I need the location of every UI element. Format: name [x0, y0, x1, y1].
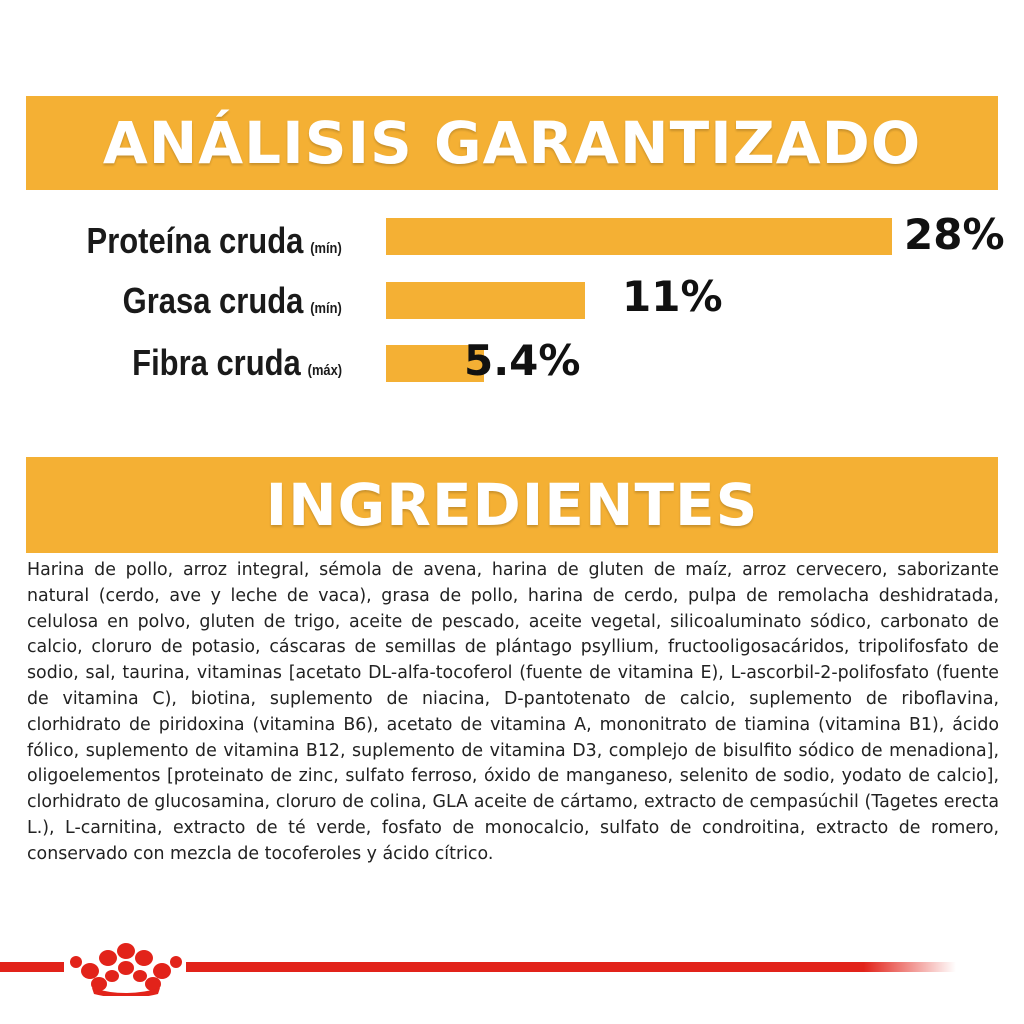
- fiber-value: 5.4%: [464, 336, 581, 385]
- ingredients-banner: INGREDIENTES: [26, 457, 998, 553]
- footer-line-left: [0, 962, 64, 972]
- fat-label: Grasa cruda (mín): [123, 280, 342, 322]
- fiber-label: Fibra cruda (máx): [132, 342, 342, 384]
- royal-canin-crown-icon: [70, 943, 182, 996]
- fiber-qualifier: (máx): [307, 362, 342, 379]
- protein-label: Proteína cruda (mín): [87, 220, 342, 262]
- protein-bar-track: [386, 218, 892, 255]
- fat-value: 11%: [622, 272, 723, 321]
- protein-value: 28%: [904, 210, 1005, 259]
- fiber-label-text: Fibra cruda: [132, 342, 301, 383]
- fat-label-text: Grasa cruda: [122, 280, 304, 321]
- fat-qualifier: (mín): [310, 300, 342, 317]
- protein-bar: [386, 218, 892, 255]
- footer-line-right: [186, 962, 956, 972]
- ingredients-title: INGREDIENTES: [265, 471, 759, 539]
- analysis-banner: ANÁLISIS GARANTIZADO: [26, 96, 998, 190]
- fiber-bar-track: [386, 345, 892, 382]
- protein-qualifier: (mín): [310, 240, 342, 257]
- fat-bar-track: [386, 282, 892, 319]
- fiber-bar: [386, 345, 484, 382]
- protein-label-text: Proteína cruda: [86, 220, 304, 261]
- fat-bar: [386, 282, 585, 319]
- analysis-title: ANÁLISIS GARANTIZADO: [102, 109, 922, 177]
- ingredients-text: Harina de pollo, arroz integral, sémola …: [27, 560, 999, 864]
